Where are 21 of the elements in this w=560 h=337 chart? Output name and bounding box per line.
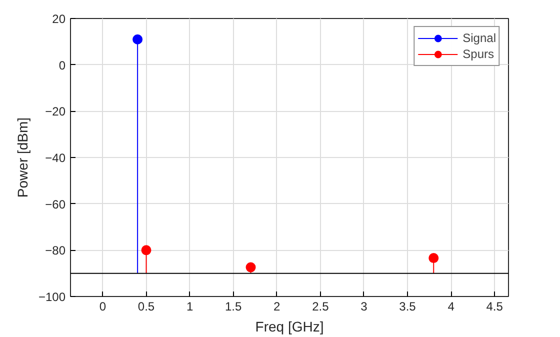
x-tick-label: 0 [99,300,106,314]
x-tick-label: 2.5 [312,300,330,314]
x-tick-label: 4.5 [486,300,504,314]
legend-label: Signal [462,30,496,46]
legend-label: Spurs [462,46,494,62]
x-tick-label: 1 [186,300,194,314]
y-tick-label: 0 [58,58,66,72]
x-tick-label: 2 [274,300,281,314]
x-tick-label: 0.5 [138,300,155,314]
x-tick-label: 3 [360,300,368,314]
y-tick-label: −100 [38,290,66,304]
y-tick-label: −20 [45,104,66,119]
y-tick-label: −40 [45,151,66,165]
x-axis-title: Freq [GHz] [255,318,324,334]
x-tick-label: 3.5 [399,300,416,314]
y-tick-label: −80 [45,244,66,258]
x-tick-label: 1.5 [224,300,242,314]
y-tick-label: −60 [45,197,66,212]
y-tick-label: 20 [52,12,66,26]
y-axis-title: Power [dBm] [14,117,30,198]
x-tick-label: 4 [448,300,455,314]
